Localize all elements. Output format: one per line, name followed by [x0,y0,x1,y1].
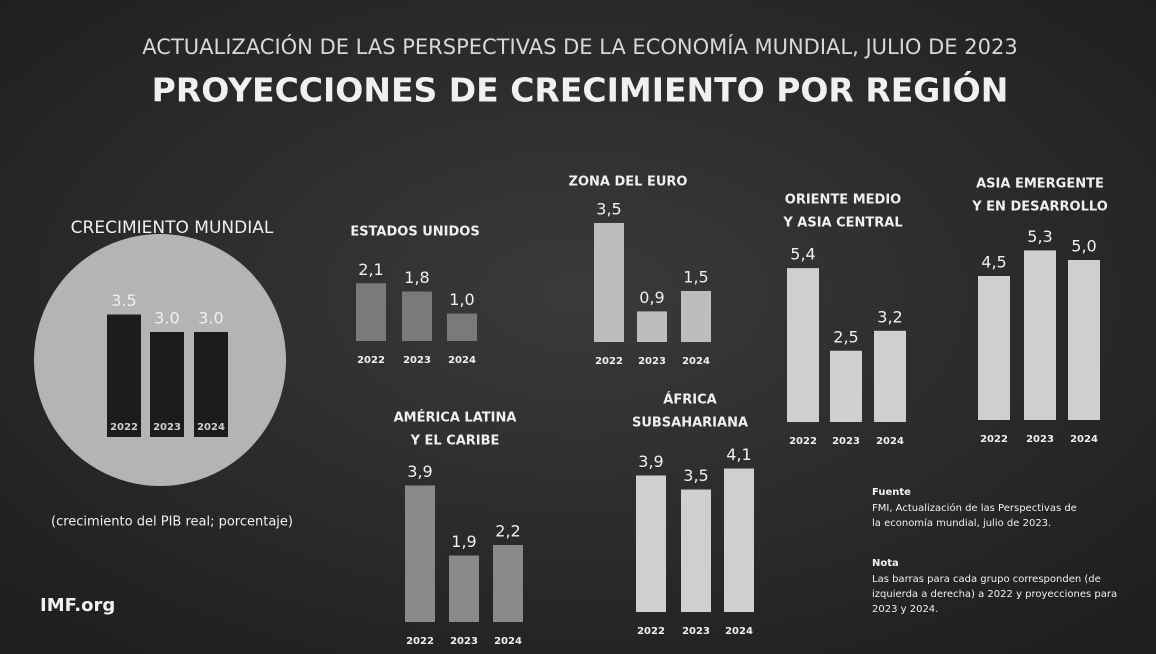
value-label: 1,0 [449,290,474,309]
bar [724,468,754,612]
x-tick-label: 2022 [789,436,817,447]
bar [636,475,666,612]
x-tick-label: 2023 [1026,434,1054,445]
x-tick-label: 2024 [1070,434,1098,445]
x-tick-label: 2024 [725,626,753,637]
bar [107,314,141,437]
note-line: Las barras para cada grupo corresponden … [872,574,1101,585]
world-note: (crecimiento del PIB real; porcentaje) [51,515,293,530]
source-line: la economía mundial, julio de 2023. [872,517,1051,529]
x-tick-label: 2024 [876,436,904,447]
x-tick-label: 2024 [448,355,476,366]
note-line: 2023 y 2024. [872,604,938,615]
x-tick-label: 2023 [638,356,666,367]
bar [449,555,479,622]
bar [637,311,667,342]
bar [405,485,435,622]
x-tick-label: 2022 [357,355,385,366]
bar [150,332,184,437]
bar [1024,250,1056,420]
value-label: 3.5 [111,291,136,310]
x-tick-label: 2024 [494,636,522,647]
value-label: 3,9 [407,462,432,481]
value-label: 3,5 [683,466,708,485]
source-title: Fuente [872,487,911,498]
bar [194,332,228,437]
value-label: 2,1 [358,260,383,279]
value-label: 2,2 [495,522,520,541]
x-tick-label: 2022 [406,636,434,647]
value-label: 5,0 [1071,237,1096,256]
bar [874,330,906,422]
bar [787,268,819,422]
value-label: 1,8 [404,268,429,287]
note-line: izquierda a derecha) a 2022 y proyeccion… [872,589,1117,600]
chart-title: CRECIMIENTO MUNDIAL [71,218,274,238]
chart-title: Y EL CARIBE [410,434,500,449]
value-label: 0,9 [639,288,664,307]
bar [493,545,523,622]
bar [356,283,386,341]
bar [594,223,624,342]
value-label: 1,9 [451,532,476,551]
x-tick-label: 2023 [403,355,431,366]
note-title: Nota [872,558,899,569]
value-label: 2,5 [833,327,858,346]
chart-title: Y EN DESARROLLO [971,200,1108,215]
value-label: 4,5 [981,253,1006,272]
value-label: 3,9 [638,452,663,471]
value-label: 5,3 [1027,227,1052,246]
value-label: 1,5 [683,268,708,287]
value-label: 3.0 [154,309,179,328]
x-tick-label: 2023 [832,436,860,447]
x-tick-label: 2022 [637,626,665,637]
x-tick-label: 2023 [153,422,181,433]
chart-title: ZONA DEL EURO [569,175,688,190]
source-line: FMI, Actualización de las Perspectivas d… [872,502,1077,514]
chart-title: ÁFRICA [663,392,716,408]
chart-title: AMÉRICA LATINA [394,410,517,426]
x-tick-label: 2023 [450,636,478,647]
x-tick-label: 2023 [682,626,710,637]
value-label: 3.0 [198,309,223,328]
bar [681,291,711,342]
chart-title: SUBSAHARIANA [632,416,748,431]
x-tick-label: 2022 [595,356,623,367]
x-tick-label: 2024 [197,422,225,433]
value-label: 5,4 [790,245,815,264]
bar [1068,260,1100,420]
brand: IMF.org [40,595,115,616]
chart-title: ORIENTE MEDIO [785,193,901,208]
bar [447,313,477,341]
kicker: ACTUALIZACIÓN DE LAS PERSPECTIVAS DE LA … [142,34,1017,59]
chart-title: Y ASIA CENTRAL [782,216,902,231]
x-tick-label: 2024 [682,356,710,367]
bar [830,350,862,422]
bar [681,489,711,612]
chart-title: ESTADOS UNIDOS [350,225,479,240]
bar [402,291,432,341]
value-label: 4,1 [726,445,751,464]
value-label: 3,5 [596,200,621,219]
x-tick-label: 2022 [980,434,1008,445]
main-title: PROYECCIONES DE CRECIMIENTO POR REGIÓN [152,70,1009,110]
chart-title: ASIA EMERGENTE [976,177,1104,192]
x-tick-label: 2022 [110,422,138,433]
value-label: 3,2 [877,307,902,326]
bar [978,276,1010,420]
